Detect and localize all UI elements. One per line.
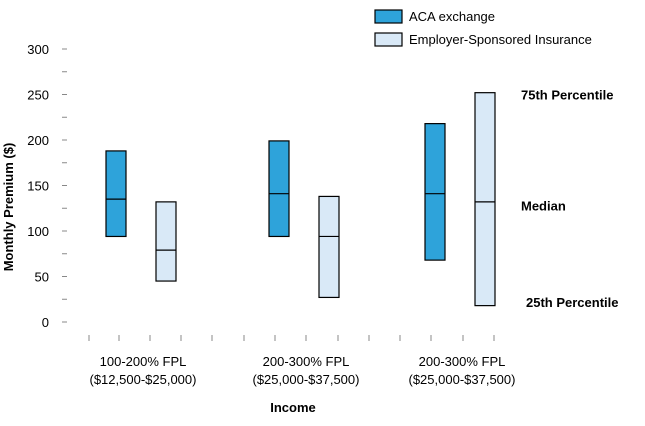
category-label-line1: 200-300% FPL — [419, 354, 506, 369]
y-tick-label: 100 — [27, 224, 49, 239]
legend-label: ACA exchange — [409, 9, 495, 24]
y-axis-title: Monthly Premium ($) — [1, 143, 16, 272]
box-esi — [318, 195, 340, 299]
category-label-line1: 100-200% FPL — [100, 354, 187, 369]
percentile-annotations: 75th Percentile Median 25th Percentile — [521, 88, 619, 310]
y-tick-label: 300 — [27, 42, 49, 57]
legend-label: Employer-Sponsored Insurance — [409, 32, 592, 47]
box-aca — [105, 150, 127, 238]
legend-swatch — [374, 32, 403, 47]
annotation-label: Median — [521, 199, 566, 214]
box-esi — [474, 92, 496, 307]
x-axis-title: Income — [270, 400, 316, 415]
category-label-line2: ($12,500-$25,000) — [90, 372, 197, 387]
category-label-line2: ($25,000-$37,500) — [409, 372, 516, 387]
y-axis: 0 50 100 150 200 250 300 — [27, 42, 67, 330]
legend-swatch — [374, 9, 403, 24]
category-label-line1: 200-300% FPL — [263, 354, 350, 369]
annotation-label: 75th Percentile — [521, 88, 614, 103]
y-tick-label: 200 — [27, 133, 49, 148]
y-tick-label: 250 — [27, 88, 49, 103]
annotation-label: 25th Percentile — [526, 295, 619, 310]
y-tick-label: 0 — [42, 315, 49, 330]
y-tick-label: 150 — [27, 179, 49, 194]
plot-area — [105, 92, 496, 307]
y-tick-label: 50 — [35, 270, 49, 285]
box-aca — [268, 140, 290, 238]
x-axis — [88, 335, 495, 341]
box-esi — [155, 201, 177, 282]
category-labels: 100-200% FPL ($12,500-$25,000) 200-300% FP… — [90, 354, 516, 387]
box-aca — [424, 123, 446, 261]
legend: ACA exchange Employer-Sponsored Insurance — [374, 9, 592, 47]
category-label-line2: ($25,000-$37,500) — [253, 372, 360, 387]
